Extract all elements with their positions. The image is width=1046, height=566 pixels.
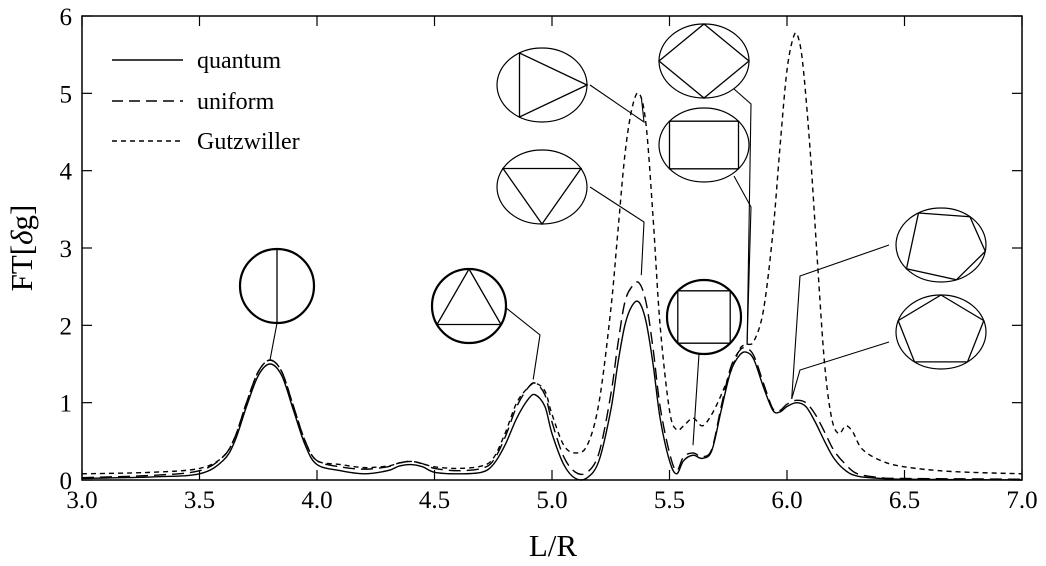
orbit-inset-triangle-down xyxy=(496,149,645,276)
orbit-path xyxy=(657,23,751,99)
orbit-inset-square xyxy=(665,278,743,446)
legend-label-gutzwiller: Gutzwiller xyxy=(197,129,300,155)
orbit-billiard-outline xyxy=(496,47,588,123)
orbit-path xyxy=(518,51,589,119)
orbit-inset-diamond xyxy=(657,23,752,345)
orbit-leader-line xyxy=(269,322,278,361)
orbit-path xyxy=(501,167,583,226)
series-line-gutzwiller xyxy=(81,32,1023,475)
orbit-leader-line xyxy=(589,84,645,124)
orbit-path xyxy=(897,294,985,363)
orbit-path xyxy=(435,267,503,326)
x-tick-label: 5.5 xyxy=(654,487,685,514)
x-tick-label: 7.0 xyxy=(1006,487,1037,514)
orbit-billiard-outline xyxy=(895,294,987,370)
orbit-inset-pentagon xyxy=(791,294,987,399)
orbit-billiard-outline xyxy=(665,278,743,356)
y-axis-title: FT[δg] xyxy=(4,205,39,292)
legend-label-uniform: uniform xyxy=(197,89,275,115)
inset-layer xyxy=(238,23,987,446)
series-layer xyxy=(81,32,1023,481)
legend-label-quantum: quantum xyxy=(197,48,281,74)
orbit-billiard-outline xyxy=(658,23,750,99)
y-tick-label: 3 xyxy=(60,236,73,263)
orbit-path xyxy=(668,120,740,170)
orbit-leader-line xyxy=(791,244,890,399)
legend: quantum uniform Gutzwiller xyxy=(112,48,300,155)
y-tick-label: 1 xyxy=(60,391,73,418)
y-tick-label: 2 xyxy=(60,313,73,340)
x-tick-label: 5.0 xyxy=(536,487,567,514)
y-tick-label: 4 xyxy=(60,159,73,186)
tick-layer: 3.0 3.5 4.0 4.5 5.0 5.5 6.0 6.5 7.0 0 1 2 3 4 5 6 xyxy=(60,4,1038,514)
x-tick-label: 3.5 xyxy=(184,487,215,514)
orbit-leader-line xyxy=(791,341,890,399)
x-axis-title: L/R xyxy=(529,528,578,563)
x-tick-label: 4.0 xyxy=(301,487,332,514)
y-axis-title-symbol: δ xyxy=(4,230,39,245)
orbit-inset-triangle xyxy=(430,267,541,380)
x-tick-label: 3.0 xyxy=(66,487,97,514)
y-axis-title-prefix: FT[ xyxy=(4,245,39,292)
orbit-path xyxy=(677,290,731,344)
orbit-billiard-outline xyxy=(430,267,508,345)
orbit-billiard-outline xyxy=(496,149,588,225)
x-tick-label: 4.5 xyxy=(419,487,450,514)
orbit-leader-line xyxy=(589,186,645,276)
y-tick-label: 0 xyxy=(60,468,73,495)
orbit-inset-diameter xyxy=(238,247,316,361)
orbit-path xyxy=(905,212,987,281)
series-line-quantum xyxy=(81,300,1023,481)
orbit-billiard-outline xyxy=(895,207,987,283)
orbit-leader-line xyxy=(504,306,541,380)
x-tick-label: 6.5 xyxy=(889,487,920,514)
orbit-leader-line xyxy=(733,88,752,345)
x-tick-label: 6.0 xyxy=(771,487,802,514)
orbit-billiard-outline xyxy=(658,107,750,183)
orbit-inset-rectangle xyxy=(658,107,752,345)
orbit-inset-pentagon-irregular xyxy=(791,207,987,399)
y-axis-title-suffix: g] xyxy=(4,205,39,231)
orbit-inset-triangle-right xyxy=(496,47,645,124)
y-tick-label: 6 xyxy=(60,4,73,31)
y-tick-label: 5 xyxy=(60,81,73,108)
orbit-leader-line xyxy=(692,353,700,446)
orbit-leader-line xyxy=(733,175,752,345)
